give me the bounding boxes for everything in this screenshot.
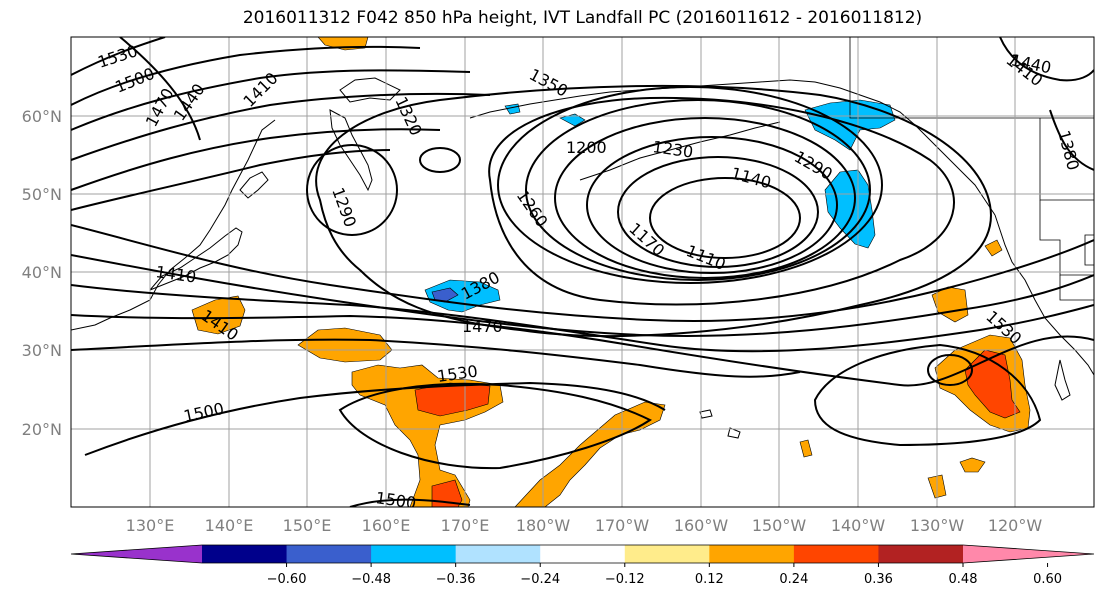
colorbar-tick-label: −0.24 [520, 572, 560, 587]
lon-label: 130°W [910, 516, 965, 535]
colorbar-tick-label: 0.48 [949, 572, 978, 587]
colorbar-segment [371, 545, 457, 563]
lat-label: 20°N [22, 420, 62, 439]
contour-label: 1200 [566, 138, 607, 157]
colorbar: −0.60 −0.48 −0.36 −0.24 −0.12 0.12 0.24 0.36 0.4… [70, 544, 1095, 587]
lon-label: 130°E [126, 516, 175, 535]
lat-label: 40°N [22, 263, 62, 282]
ivt-positive-area [514, 401, 666, 507]
ivt-negative-area [559, 113, 586, 127]
lon-label: 160°W [674, 516, 729, 535]
colorbar-tick-label: −0.48 [351, 572, 391, 587]
lon-label: 170°E [441, 516, 490, 535]
ivt-strong-positive-area [964, 349, 1021, 419]
colorbar-tick-label: 0.24 [779, 572, 808, 587]
contour-label: 1500 [374, 488, 417, 512]
colorbar-tick-label: 0.60 [1033, 572, 1062, 587]
lon-label: 180°W [516, 516, 571, 535]
colorbar-segment [709, 545, 795, 563]
lat-label: 60°N [22, 107, 62, 126]
colorbar-tick-label: 0.36 [864, 572, 893, 587]
colorbar-extend-high [963, 545, 1094, 563]
contour-label: 1470 [462, 317, 503, 336]
coastlines [71, 77, 1094, 439]
colorbar-segment [455, 545, 541, 563]
lat-label: 30°N [22, 341, 62, 360]
lon-label: 120°W [988, 516, 1043, 535]
colorbar-segment [286, 545, 372, 563]
map-frame [70, 36, 1095, 508]
ivt-positive-area [984, 239, 1003, 257]
lon-label: 150°W [752, 516, 807, 535]
longitude-labels: 130°E 140°E 150°E 160°E 170°E 180°W 170°… [126, 516, 1043, 535]
latitude-labels: 60°N 50°N 40°N 30°N 20°N [22, 107, 62, 439]
borders [849, 37, 1094, 301]
lon-label: 160°E [362, 516, 411, 535]
lon-label: 170°W [595, 516, 650, 535]
map-title: 2016011312 F042 850 hPa height, IVT Land… [242, 8, 923, 28]
ivt-positive-area [959, 457, 986, 473]
ivt-positive-area [799, 439, 813, 458]
colorbar-outline [70, 544, 1095, 564]
colorbar-segment [878, 545, 964, 563]
lon-label: 140°E [205, 516, 254, 535]
height-contours [71, 37, 1094, 507]
ivt-strong-negative-area [431, 287, 459, 303]
lon-label: 140°W [831, 516, 886, 535]
colorbar-tick-label: −0.12 [605, 572, 645, 587]
colorbar-tick-label: −0.60 [267, 572, 307, 587]
colorbar-segment [202, 545, 288, 563]
colorbar-segment [540, 545, 626, 563]
colorbar-segment [793, 545, 879, 563]
colorbar-extend-low [71, 545, 202, 563]
colorbar-tick-label: 0.12 [695, 572, 724, 587]
colorbar-segment [624, 545, 710, 563]
colorbar-tick-label: −0.36 [436, 572, 476, 587]
lon-label: 150°E [283, 516, 332, 535]
lat-label: 50°N [22, 185, 62, 204]
